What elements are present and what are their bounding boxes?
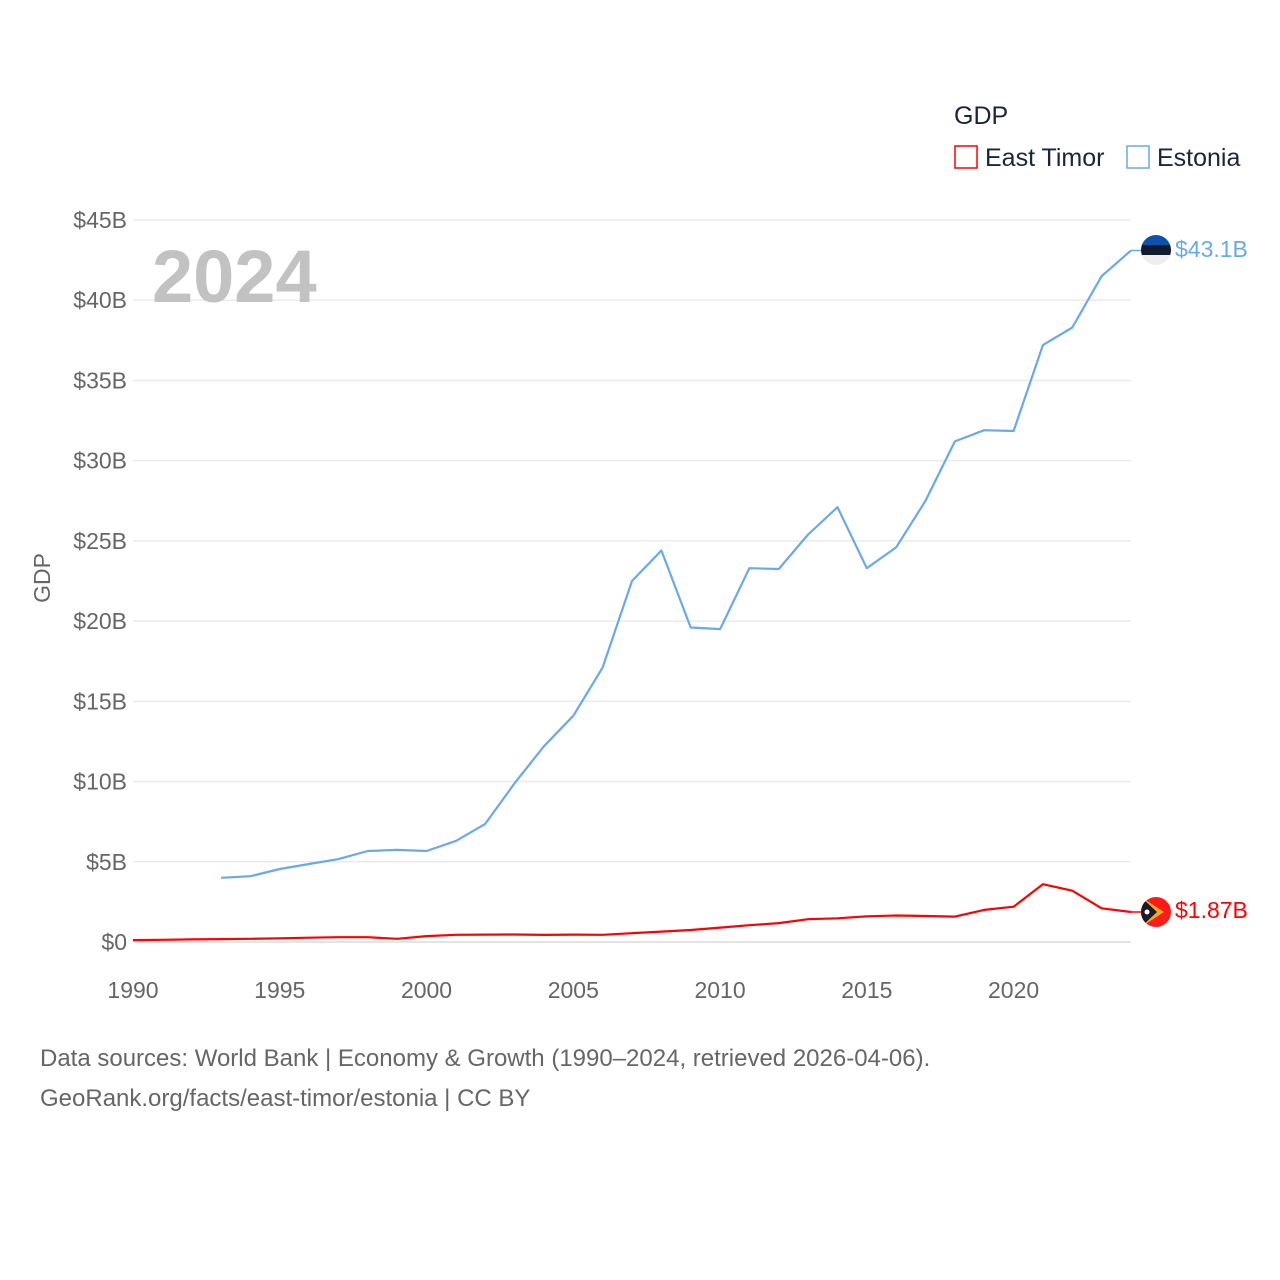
- series-line-east-timor: [132, 883, 1132, 942]
- x-tick-label: 2015: [841, 977, 892, 1003]
- legend-swatch-estonia[interactable]: [1126, 145, 1150, 169]
- x-tick-label: 2000: [401, 977, 452, 1003]
- y-tick-label: $15B: [73, 688, 127, 714]
- legend-title: GDP: [954, 102, 1008, 130]
- east-timor-end-label: $1.87B: [1175, 897, 1248, 923]
- legend: GDP East Timor Estonia: [954, 102, 1240, 172]
- y-tick-label: $0: [101, 929, 127, 955]
- x-tick-label: 2010: [694, 977, 745, 1003]
- y-tick-label: $35B: [73, 367, 127, 393]
- y-axis-ticks: $0 $5B $10B $15B $20B $25B $30B $35B $40B $45B: [73, 207, 127, 955]
- legend-label-estonia[interactable]: Estonia: [1157, 144, 1240, 172]
- series-line-estonia: [221, 249, 1132, 879]
- y-axis-label: GDP: [29, 553, 55, 603]
- y-tick-label: $5B: [86, 849, 127, 875]
- estonia-flag-icon: [1141, 235, 1171, 265]
- series-lines: [132, 249, 1141, 942]
- y-tick-label: $30B: [73, 448, 127, 474]
- year-watermark: 2024: [152, 235, 317, 318]
- y-tick-label: $10B: [73, 769, 127, 795]
- x-tick-label: 1990: [107, 977, 158, 1003]
- y-tick-label: $25B: [73, 528, 127, 554]
- x-tick-label: 1995: [254, 977, 305, 1003]
- y-tick-label: $40B: [73, 287, 127, 313]
- legend-label-east-timor[interactable]: East Timor: [985, 144, 1104, 172]
- east-timor-flag-icon: [1141, 897, 1171, 927]
- footer-attribution[interactable]: GeoRank.org/facts/east-timor/estonia | C…: [40, 1085, 531, 1112]
- y-tick-label: $20B: [73, 608, 127, 634]
- estonia-end-label: $43.1B: [1175, 236, 1248, 262]
- grid-lines: [133, 219, 1131, 943]
- legend-swatch-east-timor[interactable]: [954, 145, 978, 169]
- x-tick-label: 2020: [988, 977, 1039, 1003]
- x-tick-label: 2005: [548, 977, 599, 1003]
- x-axis-ticks: 1990 1995 2000 2005 2010 2015 2020: [107, 977, 1039, 1003]
- y-tick-label: $45B: [73, 207, 127, 233]
- footer-sources: Data sources: World Bank | Economy & Gro…: [40, 1045, 931, 1072]
